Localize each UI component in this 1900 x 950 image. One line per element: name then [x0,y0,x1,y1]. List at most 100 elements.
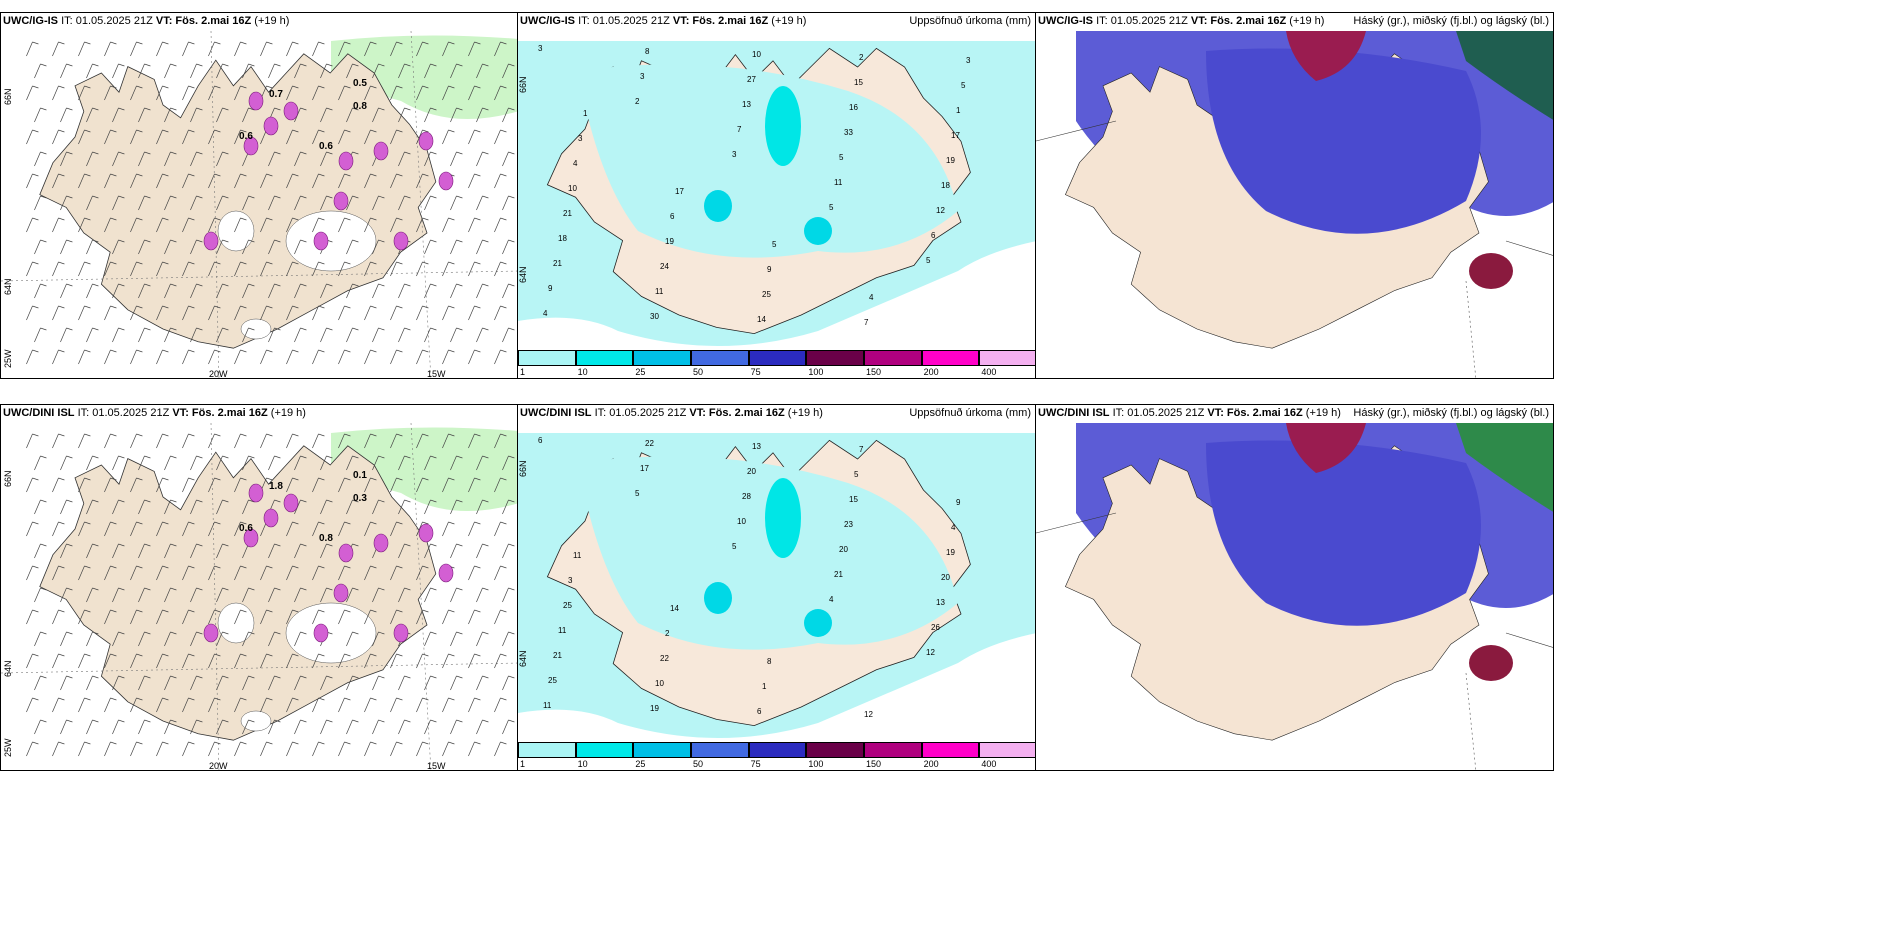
grid-line [1465,672,1477,770]
wind-barb [190,455,203,471]
wind-barb [164,239,177,255]
wind-barb [182,521,195,537]
wind-barb [182,261,195,277]
wind-barb [164,543,177,559]
wind-barb [372,587,385,603]
colorbar-segment [575,742,634,758]
lat-label: 66N [518,460,528,477]
wind-barb [86,719,99,735]
wind-barb [260,697,273,713]
wind-barb [156,477,169,493]
panel-header: UWC/DINI ISL IT: 01.05.2025 21Z VT: Fös.… [520,407,823,419]
shower-cell [393,623,409,643]
wind-barb [164,151,177,167]
wind-barb [476,195,489,211]
precip-value-label: 19 [946,156,955,165]
wind-value-label: 0.7 [269,89,283,100]
wind-barb [26,217,39,233]
wind-barb [416,697,429,713]
precip-value-label: 19 [650,704,659,713]
shower-cell [373,141,389,161]
wind-barb [130,85,143,101]
high-cloud [1456,31,1553,120]
wind-barb [130,653,143,669]
wind-barb [286,173,299,189]
shower-cell [203,623,219,643]
wind-barb [130,129,143,145]
wind-barb [372,63,385,79]
wind-barb [398,455,411,471]
wind-barb [450,107,463,123]
wind-map: 0.1 0.3 0.8 1.8 0.6 [1,423,517,770]
cloud-map [1036,31,1553,378]
wind-barb [294,455,307,471]
wind-barb [364,477,377,493]
wind-barb [78,85,91,101]
wind-barb [338,217,351,233]
wind-barb [208,305,221,321]
wind-barb [416,653,429,669]
wind-barb [494,129,507,145]
wind-barb [182,609,195,625]
wind-barb [34,151,47,167]
wind-barb [208,565,221,581]
colorbar-segment [921,742,980,758]
wind-barb [286,565,299,581]
wind-barb [208,653,221,669]
wind-barb [78,653,91,669]
wind-barb [78,129,91,145]
wind-barb [494,565,507,581]
wind-barb [424,107,437,123]
precip-value-label: 11 [558,626,567,635]
wind-barb [494,261,507,277]
colorbar-tick: 75 [750,759,761,769]
wind-barb [294,239,307,255]
wind-barb [468,305,481,321]
wind-barb [416,261,429,277]
wind-barb [424,239,437,255]
precip-core [704,582,732,614]
wind-barb [86,587,99,603]
wind-barb [390,697,403,713]
wind-barb [242,719,255,735]
wind-barb [216,239,229,255]
wind-barb [416,85,429,101]
wind-barb [34,719,47,735]
wind-barb [164,327,177,343]
wind-barb [268,631,281,647]
colorbar-tick: 50 [693,367,704,377]
lat-label: 64N [518,650,528,667]
wind-barb [346,455,359,471]
wind-barb [156,741,169,757]
wind-barb [338,349,351,365]
wind-barb [312,565,325,581]
wind-barb [182,217,195,233]
wind-barb [86,543,99,559]
wind-barb [502,455,515,471]
wind-barb [242,195,255,211]
wind-barb [216,151,229,167]
wind-barb [494,521,507,537]
wind-barb [78,565,91,581]
lat-label: 25W [3,738,13,757]
panel-clouds-top: UWC/IG-IS IT: 01.05.2025 21Z VT: Fös. 2.… [1035,12,1554,379]
wind-barb [390,173,403,189]
wind-barb [260,305,273,321]
wind-barb [164,631,177,647]
wind-barb [338,41,351,57]
shower-cell [203,231,219,251]
colorbar-segment [691,350,749,366]
wind-barb [130,41,143,57]
wind-barb [424,587,437,603]
wind-barb [502,283,515,299]
wind-barb [268,327,281,343]
wind-barb [130,261,143,277]
wind-barb [182,697,195,713]
precip-value-label: 2 [665,629,670,638]
wind-barb [242,587,255,603]
wind-barb [320,455,333,471]
wind-barb [268,63,281,79]
wind-barb [26,129,39,145]
wind-barb [502,719,515,735]
wind-barb [104,217,117,233]
